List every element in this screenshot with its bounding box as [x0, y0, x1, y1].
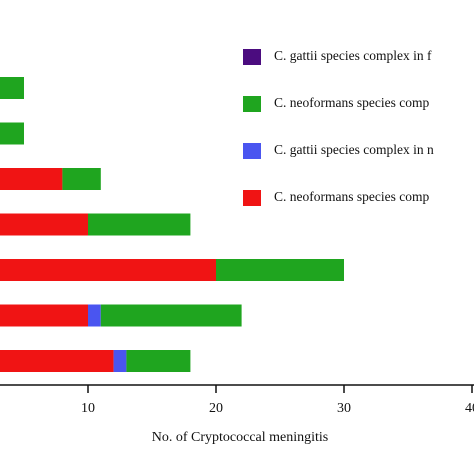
legend-swatch — [243, 190, 261, 206]
legend-label: C. neoformans species comp — [274, 189, 429, 204]
bar-segment — [88, 213, 191, 236]
legend-swatch — [243, 143, 261, 159]
bar-segment — [0, 304, 88, 327]
legend-label: C. gattii species complex in f — [274, 48, 432, 63]
x-tick-label: 30 — [337, 401, 351, 416]
legend-swatch — [243, 49, 261, 65]
bar-segment — [0, 213, 88, 236]
x-tick-label: 40 — [465, 401, 474, 416]
bar-segment — [0, 350, 114, 372]
legend-label: C. gattii species complex in n — [274, 142, 434, 157]
bar-segment — [0, 122, 24, 145]
bar-segment — [62, 168, 101, 190]
bar-segment — [0, 168, 63, 190]
x-tick-label: 20 — [209, 401, 223, 416]
bar-segment — [113, 350, 127, 372]
legend-swatch — [243, 96, 261, 112]
bar-segment — [0, 77, 24, 99]
bar-segment — [216, 259, 344, 281]
bar-segment — [88, 304, 101, 327]
bar-segment — [100, 304, 242, 327]
x-axis-label: No. of Cryptococcal meningitis — [152, 430, 329, 445]
x-tick-label: 10 — [81, 401, 95, 416]
bar-segment — [126, 350, 191, 372]
bar-segment — [0, 259, 216, 281]
legend-label: C. neoformans species comp — [274, 95, 429, 110]
